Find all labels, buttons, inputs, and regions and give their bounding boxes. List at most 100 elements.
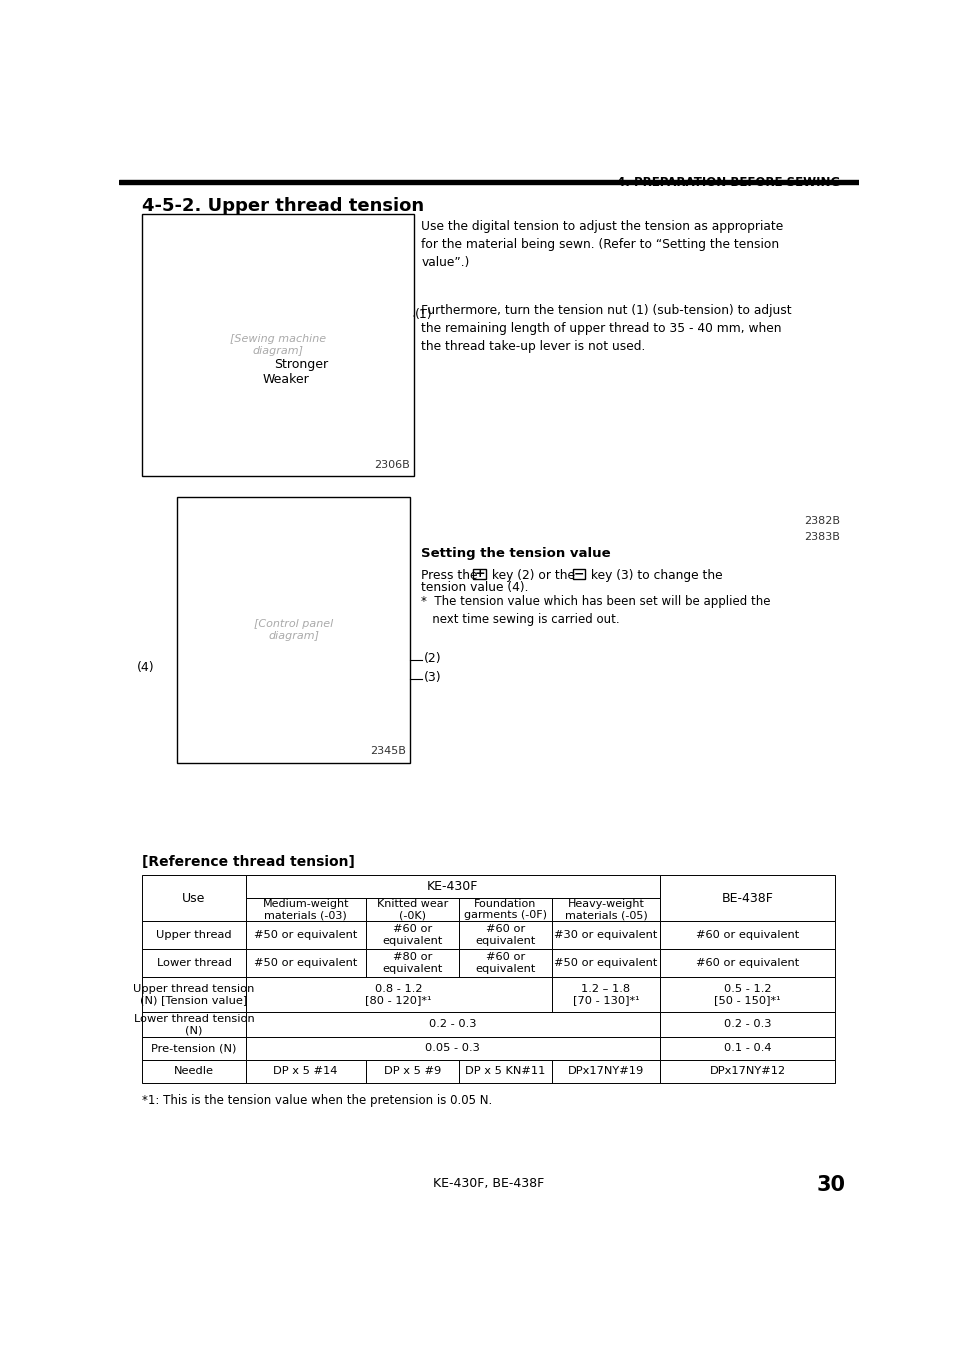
Bar bbox=[365, 1060, 458, 1083]
Text: Use the digital tension to adjust the tension as appropriate
for the material be: Use the digital tension to adjust the te… bbox=[421, 220, 783, 269]
Text: 0.8 - 1.2
[80 - 120]*¹: 0.8 - 1.2 [80 - 120]*¹ bbox=[365, 984, 432, 1006]
Bar bbox=[458, 1060, 551, 1083]
Text: 0.2 - 0.3: 0.2 - 0.3 bbox=[723, 1019, 771, 1030]
Bar bbox=[365, 921, 458, 949]
Text: DPx17NY#19: DPx17NY#19 bbox=[567, 1066, 643, 1076]
Bar bbox=[551, 1060, 659, 1083]
Text: [Control panel
diagram]: [Control panel diagram] bbox=[253, 620, 333, 641]
Text: #60 or
equivalent: #60 or equivalent bbox=[381, 925, 442, 946]
Text: #50 or equivalent: #50 or equivalent bbox=[253, 957, 357, 968]
Text: key (3) to change the: key (3) to change the bbox=[587, 568, 722, 582]
Bar bbox=[142, 921, 245, 949]
Text: [Reference thread tension]: [Reference thread tension] bbox=[142, 855, 355, 869]
Text: Use: Use bbox=[182, 891, 206, 904]
Text: KE-430F, BE-438F: KE-430F, BE-438F bbox=[433, 1177, 544, 1189]
Text: (4): (4) bbox=[137, 662, 154, 675]
Bar bbox=[551, 898, 659, 921]
Bar bbox=[659, 875, 835, 921]
Text: 0.05 - 0.3: 0.05 - 0.3 bbox=[425, 1044, 479, 1053]
Text: 2345B: 2345B bbox=[370, 747, 406, 756]
Text: 4-5-2. Upper thread tension: 4-5-2. Upper thread tension bbox=[142, 197, 424, 215]
Text: *  The tension value which has been set will be applied the
   next time sewing : * The tension value which has been set w… bbox=[421, 595, 770, 626]
Text: Stronger: Stronger bbox=[274, 358, 328, 371]
Bar bbox=[245, 875, 659, 898]
Text: (1): (1) bbox=[415, 308, 433, 321]
Bar bbox=[458, 921, 551, 949]
Text: #60 or equivalent: #60 or equivalent bbox=[696, 930, 799, 940]
Text: Setting the tension value: Setting the tension value bbox=[421, 547, 611, 560]
Bar bbox=[365, 898, 458, 921]
Text: Lower thread: Lower thread bbox=[156, 957, 232, 968]
Text: BE-438F: BE-438F bbox=[721, 891, 773, 904]
Bar bbox=[551, 949, 659, 976]
Bar bbox=[177, 497, 410, 763]
Bar bbox=[245, 1037, 659, 1060]
Text: #80 or
equivalent: #80 or equivalent bbox=[381, 952, 442, 973]
Bar bbox=[142, 1060, 245, 1083]
Bar bbox=[245, 976, 551, 1012]
Bar bbox=[458, 898, 551, 921]
Text: DP x 5 #14: DP x 5 #14 bbox=[274, 1066, 337, 1076]
Text: #30 or equivalent: #30 or equivalent bbox=[554, 930, 657, 940]
Bar bbox=[365, 949, 458, 976]
Bar bbox=[659, 949, 835, 976]
Text: Heavy-weight
materials (-05): Heavy-weight materials (-05) bbox=[564, 899, 647, 921]
Text: 2382B: 2382B bbox=[803, 516, 840, 526]
Text: Lower thread tension
(N): Lower thread tension (N) bbox=[133, 1014, 254, 1035]
Text: +: + bbox=[474, 567, 484, 580]
FancyBboxPatch shape bbox=[473, 568, 485, 579]
Bar bbox=[142, 215, 414, 477]
Bar bbox=[142, 976, 245, 1012]
Text: (3): (3) bbox=[423, 671, 441, 684]
Text: Pre-tension (N): Pre-tension (N) bbox=[152, 1044, 236, 1053]
Text: Needle: Needle bbox=[173, 1066, 213, 1076]
Bar bbox=[659, 1012, 835, 1037]
Text: 1.2 – 1.8
[70 - 130]*¹: 1.2 – 1.8 [70 - 130]*¹ bbox=[572, 984, 639, 1006]
Text: KE-430F: KE-430F bbox=[427, 880, 478, 894]
Text: #60 or equivalent: #60 or equivalent bbox=[696, 957, 799, 968]
Bar bbox=[119, 180, 858, 184]
Text: *1: This is the tension value when the pretension is 0.05 N.: *1: This is the tension value when the p… bbox=[142, 1094, 493, 1107]
Text: 0.5 - 1.2
[50 - 150]*¹: 0.5 - 1.2 [50 - 150]*¹ bbox=[714, 984, 781, 1006]
Bar bbox=[245, 1012, 659, 1037]
Text: #50 or equivalent: #50 or equivalent bbox=[253, 930, 357, 940]
Bar bbox=[659, 921, 835, 949]
Bar bbox=[245, 1060, 365, 1083]
Text: Knitted wear
(-0K): Knitted wear (-0K) bbox=[376, 899, 447, 921]
Bar bbox=[659, 976, 835, 1012]
Text: 2383B: 2383B bbox=[803, 532, 840, 541]
Text: Press the: Press the bbox=[421, 568, 481, 582]
FancyBboxPatch shape bbox=[572, 568, 584, 579]
Text: Upper thread: Upper thread bbox=[156, 930, 232, 940]
Text: key (2) or the: key (2) or the bbox=[488, 568, 578, 582]
Text: [Sewing machine
diagram]: [Sewing machine diagram] bbox=[230, 335, 326, 356]
Text: tension value (4).: tension value (4). bbox=[421, 580, 529, 594]
Text: DP x 5 KN#11: DP x 5 KN#11 bbox=[464, 1066, 545, 1076]
Bar bbox=[659, 1060, 835, 1083]
Bar bbox=[245, 898, 365, 921]
Text: 2306B: 2306B bbox=[374, 460, 410, 470]
Text: #50 or equivalent: #50 or equivalent bbox=[554, 957, 657, 968]
Bar bbox=[142, 1012, 245, 1037]
Bar bbox=[659, 1037, 835, 1060]
Text: #60 or
equivalent: #60 or equivalent bbox=[475, 952, 535, 973]
Text: Upper thread tension
(N) [Tension value]: Upper thread tension (N) [Tension value] bbox=[133, 984, 254, 1006]
Text: 30: 30 bbox=[816, 1174, 844, 1195]
Text: 0.2 - 0.3: 0.2 - 0.3 bbox=[429, 1019, 476, 1030]
Bar bbox=[551, 921, 659, 949]
Text: DPx17NY#12: DPx17NY#12 bbox=[709, 1066, 785, 1076]
Bar bbox=[142, 1037, 245, 1060]
Bar bbox=[142, 875, 245, 921]
Text: Furthermore, turn the tension nut (1) (sub-tension) to adjust
the remaining leng: Furthermore, turn the tension nut (1) (s… bbox=[421, 305, 791, 354]
Text: 4. PREPARATION BEFORE SEWING: 4. PREPARATION BEFORE SEWING bbox=[616, 176, 840, 189]
Bar bbox=[458, 949, 551, 976]
Bar bbox=[245, 921, 365, 949]
Text: #60 or
equivalent: #60 or equivalent bbox=[475, 925, 535, 946]
Text: Weaker: Weaker bbox=[262, 374, 309, 386]
Text: Medium-weight
materials (-03): Medium-weight materials (-03) bbox=[262, 899, 349, 921]
Text: 0.1 - 0.4: 0.1 - 0.4 bbox=[723, 1044, 771, 1053]
Text: Foundation
garments (-0F): Foundation garments (-0F) bbox=[463, 899, 546, 921]
Bar bbox=[245, 949, 365, 976]
Bar bbox=[142, 949, 245, 976]
Bar bbox=[551, 976, 659, 1012]
